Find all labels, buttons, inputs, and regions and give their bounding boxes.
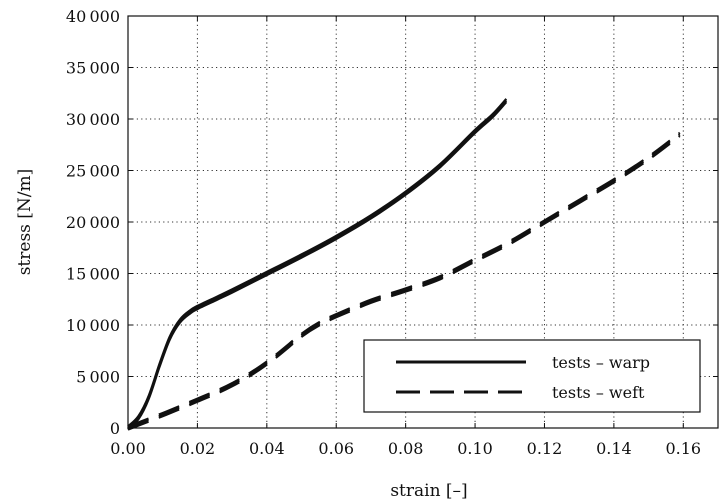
x-axis-label: strain [–] (390, 481, 467, 501)
y-tick-label: 30 000 (66, 110, 120, 129)
series-line-weft (127, 131, 681, 428)
series-line-warp (127, 101, 508, 431)
x-tick-label: 0.14 (596, 439, 632, 458)
y-tick-label: 0 (110, 419, 120, 438)
legend-label-weft: tests – weft (552, 383, 645, 402)
y-tick-label: 25 000 (66, 162, 120, 181)
series-line-weft (127, 133, 681, 430)
x-tick-label: 0.00 (110, 439, 146, 458)
series-line-weft (127, 135, 681, 431)
y-tick-label: 5 000 (76, 368, 120, 387)
y-tick-label: 40 000 (66, 7, 120, 26)
x-tick-label: 0.12 (527, 439, 563, 458)
legend-label-warp: tests – warp (552, 353, 650, 372)
x-tick-label: 0.10 (457, 439, 493, 458)
ticks (127, 15, 718, 429)
y-axis-label: stress [N/m] (15, 169, 35, 276)
x-tick-label: 0.04 (249, 439, 285, 458)
x-tick-label: 0.08 (388, 439, 424, 458)
y-tick-labels: 0 5 000 10 000 15 000 20 000 25 000 30 000 35 0… (66, 7, 120, 438)
y-tick-label: 10 000 (66, 316, 120, 335)
x-tick-label: 0.02 (180, 439, 216, 458)
x-tick-labels: 0.00 0.02 0.04 0.06 0.08 0.10 0.12 0.14 0.16 (110, 439, 701, 458)
x-tick-label: 0.16 (665, 439, 701, 458)
y-tick-label: 15 000 (66, 265, 120, 284)
legend: tests – warp tests – weft (363, 339, 701, 413)
legend-box (363, 339, 701, 413)
y-tick-label: 35 000 (66, 59, 120, 78)
curves (127, 98, 681, 431)
x-tick-label: 0.06 (318, 439, 354, 458)
y-tick-label: 20 000 (66, 213, 120, 232)
